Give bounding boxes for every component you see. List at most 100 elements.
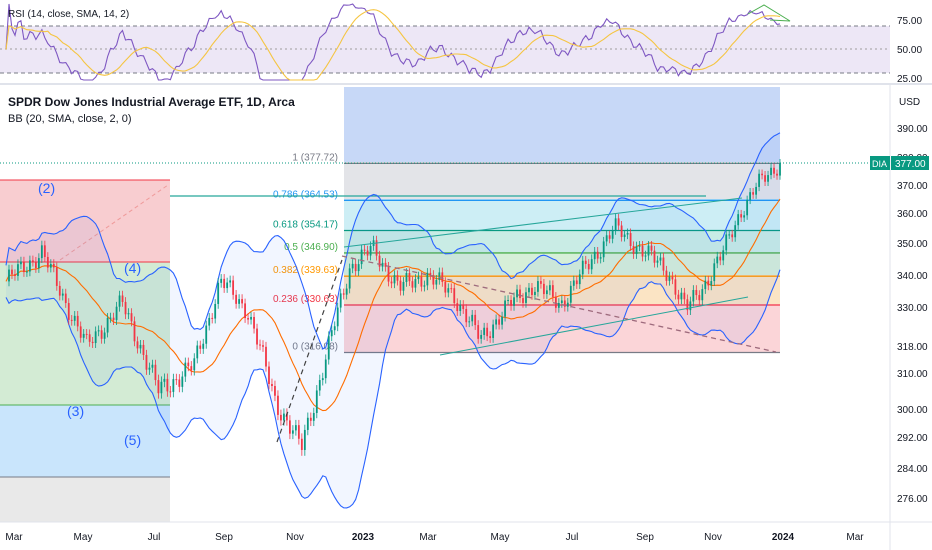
candle-body — [130, 313, 133, 322]
candle-body — [360, 249, 363, 265]
candle-body — [486, 327, 489, 337]
rsi-ma-line — [5, 9, 781, 81]
candle-body — [713, 263, 716, 282]
candle-body — [659, 257, 662, 261]
candle-body — [309, 417, 312, 421]
candle-body — [184, 362, 187, 377]
candle-body — [175, 379, 178, 381]
candle-body — [426, 272, 429, 286]
y-tick-label: 300.00 — [897, 405, 928, 416]
candle-body — [725, 234, 728, 251]
candle-body — [390, 281, 393, 284]
candle-body — [710, 281, 713, 286]
y-tick-label: 318.00 — [897, 342, 928, 353]
candle-body — [593, 251, 596, 260]
candle-body — [312, 412, 315, 421]
y-tick-label: 350.00 — [897, 239, 928, 250]
wave-label-5: (5) — [124, 432, 141, 448]
candle-body — [220, 278, 223, 283]
candle-body — [64, 293, 67, 304]
candle-body — [773, 167, 775, 174]
candle-body — [590, 259, 593, 270]
candle-body — [112, 317, 115, 321]
rsi-trend-triangle — [747, 4, 791, 22]
candle-body — [61, 293, 64, 296]
candle-body — [154, 364, 157, 381]
candle-body — [238, 299, 240, 304]
candle-body — [288, 420, 291, 434]
candle-body — [330, 330, 333, 337]
candle-body — [677, 294, 680, 300]
candle-body — [764, 175, 766, 182]
x-tick-label: Jul — [566, 532, 579, 543]
candle-body — [471, 314, 474, 322]
candle-body — [29, 260, 31, 272]
candle-body — [477, 325, 480, 339]
candle-body — [124, 301, 127, 315]
candle-body — [381, 262, 384, 267]
rsi-tick-25: 25.00 — [897, 74, 922, 85]
candle-body — [492, 324, 495, 338]
candle-body — [40, 245, 43, 259]
x-tick-label: May — [74, 532, 93, 543]
candle-body — [160, 381, 163, 394]
candle-body — [321, 378, 324, 381]
wave-box-blue — [0, 405, 170, 477]
candle-body — [626, 233, 629, 235]
candle-body — [566, 302, 569, 307]
candle-body — [142, 344, 145, 355]
candle-body — [665, 270, 668, 281]
candle-body — [417, 276, 420, 280]
candle-body — [695, 289, 698, 296]
candle-body — [534, 291, 536, 295]
candle-body — [734, 225, 737, 238]
candle-body — [211, 317, 214, 319]
candle-body — [441, 272, 444, 282]
candle-body — [157, 380, 160, 394]
candle-body — [671, 276, 674, 280]
candle-body — [644, 255, 647, 257]
candle-body — [100, 330, 103, 339]
candle-body — [650, 245, 653, 251]
candle-body — [291, 430, 294, 434]
candle-body — [136, 341, 139, 349]
candle-body — [584, 260, 587, 264]
candle-body — [740, 214, 743, 218]
candle-body — [572, 280, 575, 286]
candle-body — [587, 263, 590, 270]
candle-body — [680, 292, 683, 300]
wave-box-gray — [0, 477, 170, 522]
x-tick-label: Jul — [148, 532, 161, 543]
candle-body — [402, 281, 405, 291]
wave-label-3: (3) — [67, 403, 84, 419]
candle-body — [656, 260, 659, 263]
candle-body — [686, 299, 689, 311]
candle-body — [605, 235, 608, 242]
candle-body — [14, 274, 16, 276]
x-tick-label: Nov — [704, 532, 722, 543]
candle-body — [767, 175, 769, 182]
candle-body — [444, 281, 447, 293]
candle-body — [226, 282, 229, 289]
candle-body — [614, 218, 617, 231]
candle-body — [259, 344, 261, 346]
candle-body — [522, 298, 524, 303]
candle-body — [743, 215, 746, 218]
candle-body — [145, 354, 148, 370]
currency-label: USD — [899, 97, 920, 108]
candle-body — [755, 186, 757, 195]
y-tick-label: 330.00 — [897, 303, 928, 314]
candle-body — [752, 192, 755, 195]
fib-level-label: 1 (377.72) — [292, 152, 338, 163]
candle-body — [283, 413, 285, 421]
candle-body — [378, 255, 381, 267]
candle-body — [420, 276, 423, 287]
wave-box-green — [0, 262, 170, 405]
candle-body — [115, 306, 118, 321]
candle-body — [348, 268, 351, 289]
candle-body — [399, 280, 402, 291]
rsi-indicator-label: RSI (14, close, SMA, 14, 2) — [8, 9, 129, 20]
candle-body — [250, 316, 252, 320]
candle-body — [109, 317, 112, 319]
